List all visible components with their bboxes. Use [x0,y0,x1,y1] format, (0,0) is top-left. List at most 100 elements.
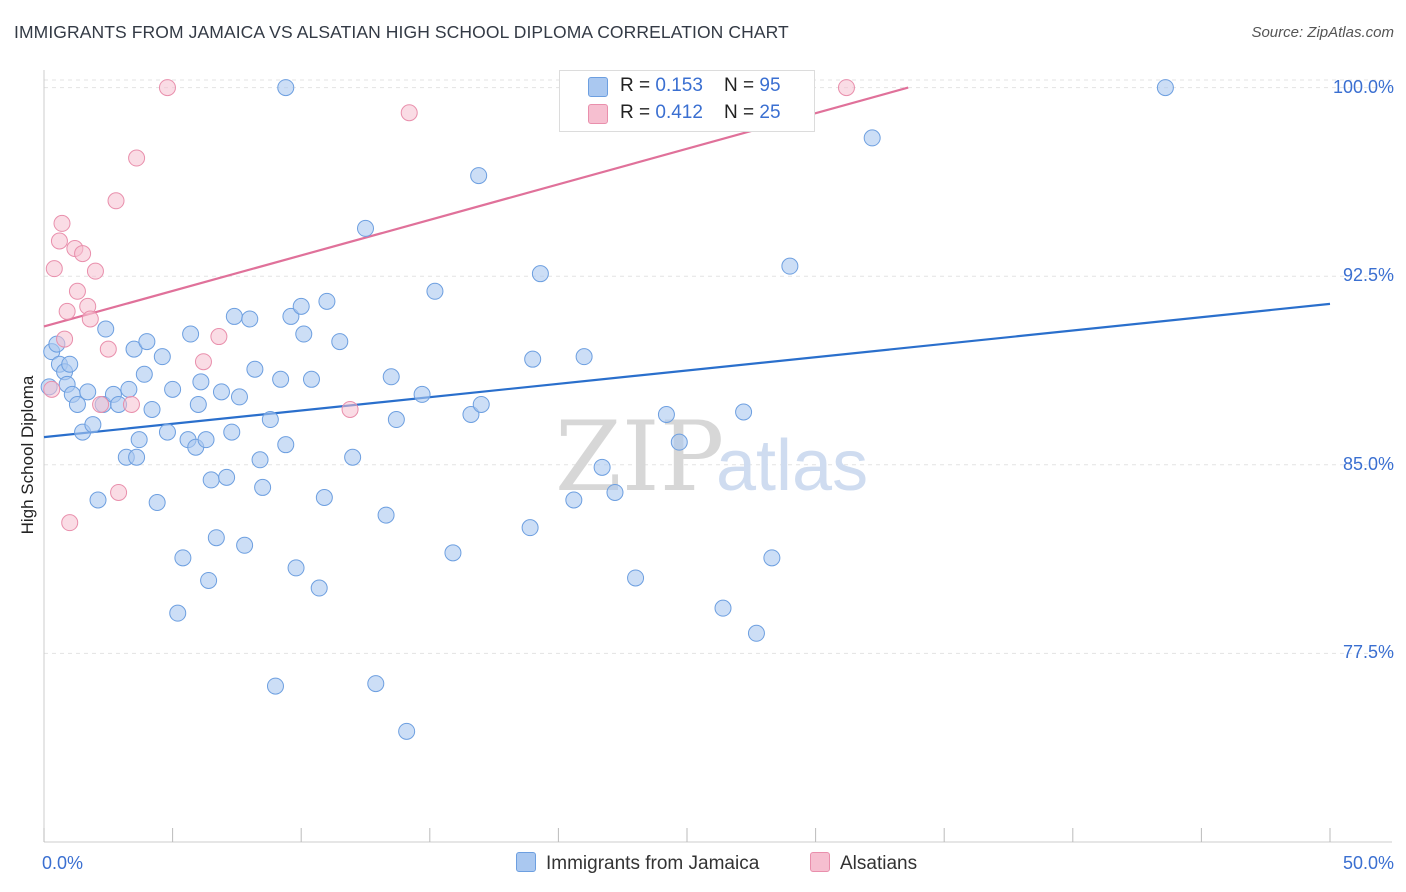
data-point-jamaica [241,310,259,328]
data-point-jamaica [315,488,333,506]
data-point-jamaica [68,395,86,413]
data-point-alsatians [74,245,92,263]
bottom-legend-alsatians: Alsatians [810,852,917,875]
data-point-alsatians [92,395,110,413]
data-point-jamaica [200,571,218,589]
legend-r-value: 0.153 [655,75,703,96]
data-point-jamaica [230,388,248,406]
y-axis-label: High School Diploma [18,375,37,535]
data-point-jamaica [128,448,146,466]
data-point-jamaica [61,355,79,373]
data-point-jamaica [125,340,143,358]
data-point-alsatians [194,353,212,371]
data-point-jamaica [266,677,284,695]
data-point-jamaica [158,423,176,441]
data-point-jamaica [207,529,225,547]
y-tick-label: 77.5% [1342,642,1394,663]
data-point-alsatians [43,380,61,398]
data-point-jamaica [344,448,362,466]
data-point-jamaica [670,433,688,451]
data-point-jamaica [382,368,400,386]
data-point-jamaica [292,297,310,315]
source-note: Source: ZipAtlas.com [1251,24,1394,41]
legend-n-label: N = [724,102,760,123]
legend-n-value: 25 [759,102,781,123]
data-point-jamaica [138,333,156,351]
data-point-jamaica [246,360,264,378]
zipatlas-watermark: ZIP atlas [555,401,868,513]
data-point-jamaica [763,549,781,567]
data-point-jamaica [164,380,182,398]
data-point-jamaica [462,406,480,424]
x-tick-label-min: 0.0% [42,853,84,873]
data-point-jamaica [153,348,171,366]
data-point-alsatians [107,192,125,210]
data-point-jamaica [197,431,215,449]
data-point-jamaica [472,395,490,413]
data-point-jamaica [735,403,753,421]
legend-r-label: R = [620,75,656,96]
legend-n-label: N = [724,75,760,96]
data-point-jamaica [575,348,593,366]
data-point-jamaica [747,624,765,642]
chart-title: IMMIGRANTS FROM JAMAICA VS ALSATIAN HIGH… [14,22,789,42]
data-point-jamaica [130,431,148,449]
y-tick-label: 92.5% [1342,265,1394,286]
data-point-jamaica [657,406,675,424]
data-point-alsatians [837,79,855,97]
bottom-legend-swatch-pink [810,852,830,872]
data-point-jamaica [135,365,153,383]
y-tick-label: 100.0% [1332,76,1394,97]
data-point-jamaica [277,436,295,454]
y-tick-label: 85.0% [1342,453,1394,474]
data-point-jamaica [367,675,385,693]
data-point-alsatians [68,282,86,300]
svg-text:atlas: atlas [716,426,868,506]
data-point-jamaica [593,458,611,476]
legend-swatch-blue [588,77,608,97]
data-point-jamaica [189,395,207,413]
data-point-jamaica [565,491,583,509]
data-point-jamaica [377,506,395,524]
data-point-jamaica [357,219,374,237]
data-point-jamaica [310,579,328,597]
legend-n-value: 95 [759,75,781,96]
data-point-jamaica [236,536,254,554]
data-point-alsatians [86,262,104,280]
data-point-jamaica [225,307,243,325]
data-point-jamaica [202,471,220,489]
data-point-jamaica [272,370,290,388]
data-point-alsatians [53,214,71,232]
legend-swatch-pink [588,104,608,124]
data-point-alsatians [50,232,68,250]
data-point-jamaica [277,79,295,97]
data-point-alsatians [341,400,359,418]
data-point-alsatians [81,310,99,328]
data-point-jamaica [261,411,279,429]
data-point-jamaica [287,559,305,577]
x-tick-label-max: 50.0% [1342,853,1394,873]
data-point-alsatians [122,395,140,413]
data-point-jamaica [413,385,431,403]
trend-line-jamaica [43,302,1331,439]
legend-r-label: R = [620,102,656,123]
data-point-jamaica [89,491,107,509]
data-point-alsatians [110,483,128,501]
data-point-jamaica [426,282,444,300]
data-point-jamaica [627,569,645,587]
data-point-jamaica [302,370,320,388]
data-point-jamaica [714,599,732,617]
data-point-jamaica [470,167,488,185]
data-point-alsatians [45,260,63,278]
data-point-jamaica [169,604,187,622]
data-point-jamaica [781,257,799,275]
bottom-legend-swatch-blue [516,852,536,872]
data-point-jamaica [606,483,624,501]
correlation-legend: R = 0.153 N = 95 R = 0.412 N = 25 [559,70,815,132]
data-point-jamaica [387,411,405,429]
data-point-jamaica [251,451,269,469]
bottom-legend-label: Alsatians [840,853,918,874]
data-point-alsatians [56,330,74,348]
data-point-jamaica [143,400,161,418]
